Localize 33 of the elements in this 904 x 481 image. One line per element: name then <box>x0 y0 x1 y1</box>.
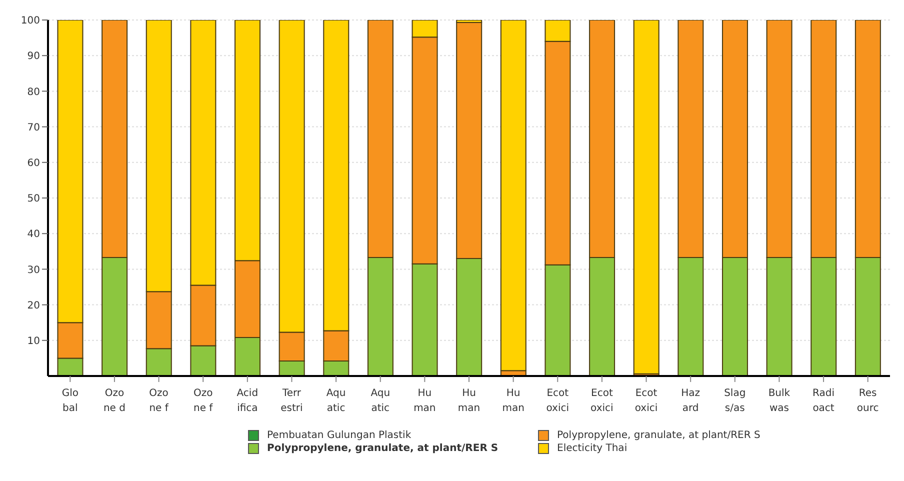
y-tick-label: 20 <box>27 300 40 312</box>
legend-label: Pembuatan Gulungan Plastik <box>267 430 412 441</box>
x-tick-label: Ecot oxici <box>590 388 614 414</box>
x-tick-label: Ecot oxici <box>546 388 570 414</box>
x-tick-label: Acid ifica <box>236 388 258 414</box>
x-tick-label: Hu man <box>414 388 436 414</box>
x-tick-label: Aqu atic <box>370 388 390 414</box>
x-tick-label: Bulk was <box>768 388 790 414</box>
x-tick-label: Hu man <box>458 388 480 414</box>
x-tick-label: Aqu atic <box>326 388 346 414</box>
x-tick-label: Radi oact <box>812 388 835 414</box>
x-tick-label: Haz ard <box>681 388 700 414</box>
legend-label: Electicity Thai <box>557 443 628 454</box>
x-tick-label: Ozo ne f <box>149 388 169 414</box>
x-tick-label: Hu man <box>502 388 524 414</box>
x-tick-label: Terr estri <box>280 388 303 414</box>
y-tick-label: 60 <box>27 158 40 169</box>
y-tick-label: 10 <box>27 336 40 347</box>
x-tick-label: Ozo ne d <box>103 388 126 414</box>
y-tick-label: 80 <box>27 86 40 98</box>
y-tick-label: 50 <box>27 194 40 205</box>
x-tick-label: Slag s/as <box>724 388 746 414</box>
legend-label: Polypropylene, granulate, at plant/RER S <box>267 443 498 454</box>
y-tick-label: 30 <box>27 264 40 276</box>
y-tick-label: 40 <box>27 229 40 240</box>
x-tick-label: Ozo ne f <box>193 388 214 414</box>
x-tick-label: Ecot oxici <box>634 388 658 414</box>
y-tick-label: 70 <box>27 122 40 134</box>
legend-label: Polypropylene, granulate, at plant/RER S <box>557 430 760 441</box>
x-tick-label: Glo bal <box>62 388 78 414</box>
y-tick-label: 100 <box>20 16 40 27</box>
y-tick-label: 90 <box>27 51 40 62</box>
x-tick-label: Res ourc <box>856 388 879 414</box>
